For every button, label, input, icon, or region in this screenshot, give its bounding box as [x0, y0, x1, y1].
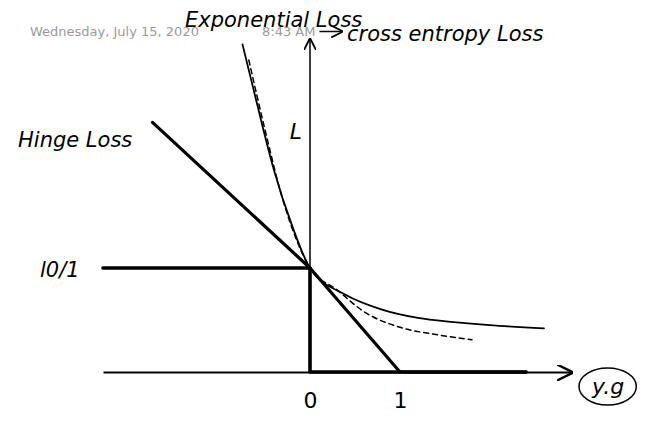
plot-area: [103, 44, 544, 372]
loss-curve: [243, 44, 545, 328]
x-tick-label: 1: [394, 388, 408, 413]
x-axis-title: y.g: [591, 374, 624, 399]
x-tick: 1: [394, 372, 408, 413]
x-tick-label: 0: [304, 388, 318, 413]
x-tick: 0: [304, 372, 318, 413]
series-label: Hinge Loss: [18, 128, 132, 152]
timestamp-date: Wednesday, July 15, 2020: [30, 24, 199, 39]
loss-curve: [153, 122, 527, 372]
y-axis-title: L: [290, 119, 302, 144]
loss-curve: [103, 268, 526, 372]
series-label: Exponential Loss: [185, 8, 362, 32]
chart: Wednesday, July 15, 20208:43 AM01Exponen…: [0, 0, 670, 445]
x-axis: 01: [104, 372, 572, 413]
x-axis-title-circle: [579, 368, 636, 405]
series-label: l0/1: [40, 258, 80, 282]
series-label: cross entropy Loss: [347, 22, 543, 46]
pointer-arrow: [319, 31, 342, 33]
loss-curve: [249, 60, 472, 340]
